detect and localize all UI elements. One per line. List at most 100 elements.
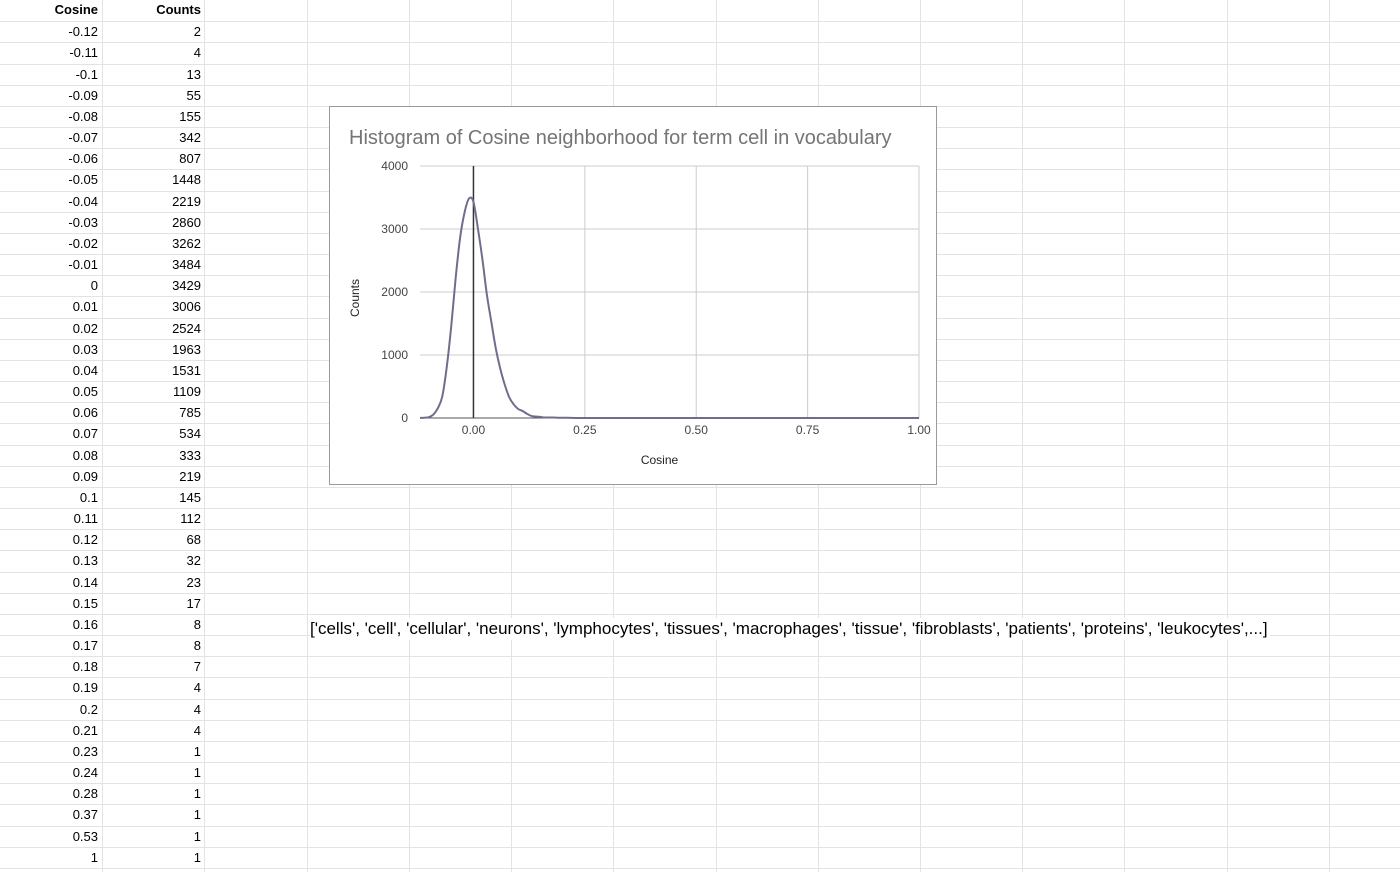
cosine-cell[interactable]: -0.09 <box>68 88 98 103</box>
count-cell[interactable]: 68 <box>186 532 201 547</box>
row-gridline <box>0 656 1400 657</box>
row-gridline <box>0 529 1400 530</box>
count-cell[interactable]: 1448 <box>172 172 201 187</box>
count-cell[interactable]: 23 <box>186 575 201 590</box>
header-cosine[interactable]: Cosine <box>54 2 98 17</box>
chart-canvas: Histogram of Cosine neighborhood for ter… <box>348 127 931 467</box>
count-cell[interactable]: 333 <box>179 448 201 463</box>
cosine-cell[interactable]: 0.18 <box>72 659 98 674</box>
cosine-cell[interactable]: 0.19 <box>72 680 98 695</box>
count-cell[interactable]: 3429 <box>172 278 201 293</box>
cosine-cell[interactable]: 1 <box>90 850 98 865</box>
count-cell[interactable]: 534 <box>179 426 201 441</box>
cosine-cell[interactable]: -0.12 <box>68 24 98 39</box>
cosine-cell[interactable]: 0.06 <box>72 405 98 420</box>
cosine-cell[interactable]: 0.28 <box>72 786 98 801</box>
cosine-cell[interactable]: 0.01 <box>72 299 98 314</box>
count-cell[interactable]: 1 <box>193 765 201 780</box>
x-tick-label: 0.75 <box>796 423 820 437</box>
count-cell[interactable]: 807 <box>179 151 201 166</box>
count-cell[interactable]: 145 <box>179 490 201 505</box>
count-cell[interactable]: 155 <box>179 109 201 124</box>
cosine-cell[interactable]: 0.16 <box>72 617 98 632</box>
count-cell[interactable]: 2860 <box>172 215 201 230</box>
cosine-cell[interactable]: 0.08 <box>72 448 98 463</box>
count-cell[interactable]: 4 <box>193 702 201 717</box>
cosine-cell[interactable]: 0.02 <box>72 321 98 336</box>
similar-words-cell[interactable]: ['cells', 'cell', 'cellular', 'neurons',… <box>310 618 1270 640</box>
count-cell[interactable]: 1 <box>193 744 201 759</box>
cosine-cell[interactable]: 0.1 <box>79 490 98 505</box>
cosine-cell[interactable]: 0.03 <box>72 342 98 357</box>
cosine-cell[interactable]: 0.23 <box>72 744 98 759</box>
count-cell[interactable]: 13 <box>186 67 201 82</box>
count-cell[interactable]: 219 <box>179 469 201 484</box>
count-cell[interactable]: 2 <box>193 24 201 39</box>
count-cell[interactable]: 2219 <box>172 194 201 209</box>
count-cell[interactable]: 32 <box>186 553 201 568</box>
count-cell[interactable]: 1531 <box>172 363 201 378</box>
count-cell[interactable]: 2524 <box>172 321 201 336</box>
count-cell[interactable]: 4 <box>193 45 201 60</box>
cosine-cell[interactable]: 0.05 <box>72 384 98 399</box>
cosine-cell[interactable]: -0.04 <box>68 194 98 209</box>
count-cell[interactable]: 1109 <box>173 384 201 399</box>
count-cell[interactable]: 4 <box>193 723 201 738</box>
cosine-cell[interactable]: 0.07 <box>72 426 98 441</box>
count-cell[interactable]: 1 <box>193 786 201 801</box>
count-cell[interactable]: 17 <box>186 596 201 611</box>
cosine-cell[interactable]: -0.07 <box>68 130 98 145</box>
cosine-cell[interactable]: 0.13 <box>72 553 98 568</box>
count-cell[interactable]: 785 <box>179 405 201 420</box>
row-gridline <box>0 64 1400 65</box>
cosine-cell[interactable]: 0.12 <box>72 532 98 547</box>
cosine-cell[interactable]: 0.09 <box>72 469 98 484</box>
header-counts[interactable]: Counts <box>156 2 201 17</box>
y-tick-label: 1000 <box>381 348 408 362</box>
row-gridline <box>0 677 1400 678</box>
row-gridline <box>0 741 1400 742</box>
count-cell[interactable]: 4 <box>193 680 201 695</box>
cosine-cell[interactable]: -0.05 <box>68 172 98 187</box>
cosine-cell[interactable]: -0.11 <box>69 45 98 60</box>
y-tick-label: 3000 <box>381 222 408 236</box>
cosine-cell[interactable]: 0.11 <box>73 511 98 526</box>
series-line <box>419 196 919 419</box>
cosine-cell[interactable]: 0.04 <box>72 363 98 378</box>
cosine-cell[interactable]: 0.14 <box>72 575 98 590</box>
histogram-chart[interactable]: Histogram of Cosine neighborhood for ter… <box>329 106 937 485</box>
count-cell[interactable]: 1 <box>193 850 201 865</box>
y-axis-title: Counts <box>348 279 362 317</box>
cosine-cell[interactable]: -0.06 <box>68 151 98 166</box>
count-cell[interactable]: 55 <box>186 88 201 103</box>
cosine-cell[interactable]: -0.03 <box>68 215 98 230</box>
cosine-cell[interactable]: 0.15 <box>72 596 98 611</box>
count-cell[interactable]: 112 <box>180 511 201 526</box>
cosine-cell[interactable]: 0 <box>90 278 98 293</box>
cosine-cell[interactable]: 0.53 <box>72 829 98 844</box>
cosine-cell[interactable]: 0.37 <box>72 807 98 822</box>
count-cell[interactable]: 3006 <box>172 299 201 314</box>
x-tick-label: 0.00 <box>462 423 486 437</box>
count-cell[interactable]: 342 <box>179 130 201 145</box>
column-gridline <box>1022 0 1023 872</box>
count-cell[interactable]: 3262 <box>172 236 201 251</box>
count-cell[interactable]: 7 <box>193 659 201 674</box>
cosine-cell[interactable]: -0.02 <box>68 236 98 251</box>
column-gridline <box>307 0 308 872</box>
count-cell[interactable]: 1963 <box>172 342 201 357</box>
cosine-cell[interactable]: 0.24 <box>72 765 98 780</box>
count-cell[interactable]: 8 <box>193 638 201 653</box>
cosine-cell[interactable]: 0.17 <box>72 638 98 653</box>
cosine-cell[interactable]: 0.2 <box>79 702 98 717</box>
count-cell[interactable]: 1 <box>193 829 201 844</box>
count-cell[interactable]: 8 <box>193 617 201 632</box>
row-gridline <box>0 572 1400 573</box>
cosine-cell[interactable]: -0.08 <box>68 109 98 124</box>
cosine-cell[interactable]: 0.21 <box>72 723 98 738</box>
count-cell[interactable]: 1 <box>193 807 201 822</box>
cosine-cell[interactable]: -0.1 <box>75 67 98 82</box>
count-cell[interactable]: 3484 <box>172 257 201 272</box>
cosine-cell[interactable]: -0.01 <box>68 257 98 272</box>
